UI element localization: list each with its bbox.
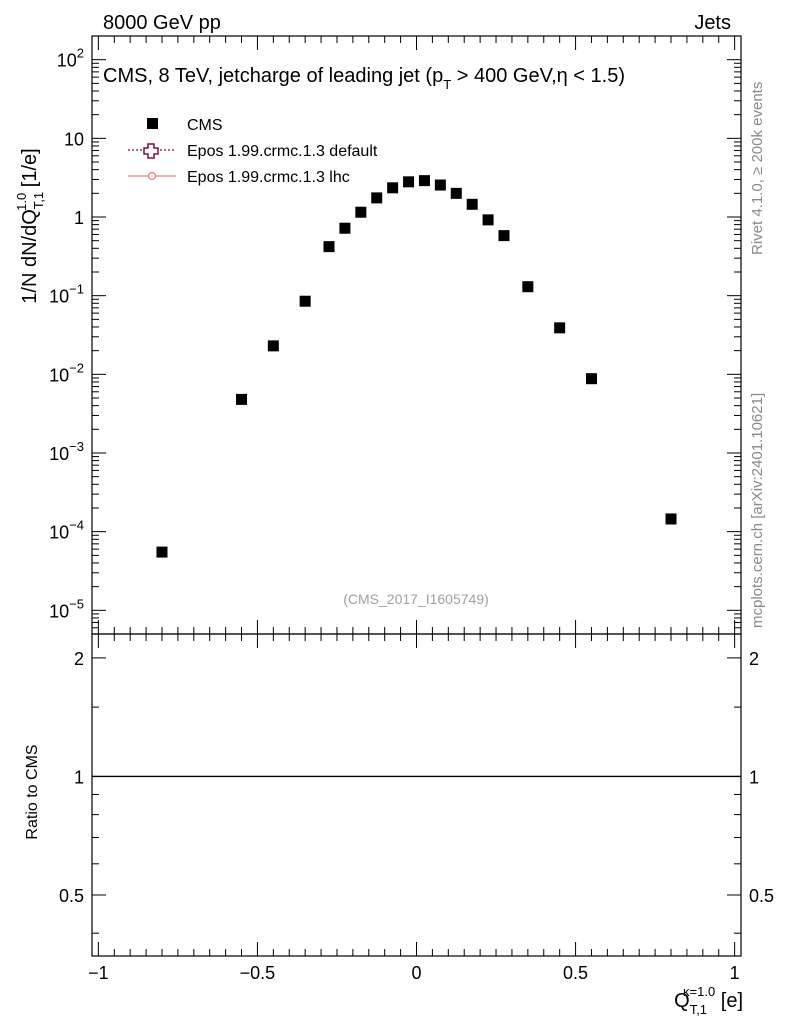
analysis-watermark: (CMS_2017_I1605749) [343,591,489,607]
y-tick-label: 1 [74,208,84,228]
cms-data-points [156,175,677,558]
ratio-tick-label-left: 1 [74,767,84,787]
ratio-tick-label-right: 1 [749,767,759,787]
legend-marker-epos-lhc [147,171,157,181]
side-label-mcplots: mcplots.cern.ch [arXiv:2401.10621] [749,393,766,628]
ratio-tick-label-left: 2 [74,649,84,669]
legend-label-cms: CMS [187,117,223,134]
ratio-tick-label-right: 2 [749,649,759,669]
cms-data-point [466,198,478,210]
cms-data-point [554,322,566,334]
cms-data-point [355,206,367,218]
x-tick-label: 0.5 [563,963,588,983]
y-tick-label: 10 [64,129,84,149]
cms-data-point [236,393,248,405]
header-right: Jets [694,12,731,34]
x-tick-label: 1 [730,963,740,983]
cms-data-point [434,179,446,191]
y-axis-label: 1/N dN/dQT,11.0 [1/e] [14,148,46,303]
cms-data-point [403,176,415,188]
cms-data-point [267,340,279,352]
cms-data-point [323,241,335,253]
cms-data-point [156,546,168,558]
header-left: 8000 GeV pp [103,12,221,34]
y-tick-label: 10−2 [49,360,84,385]
cms-data-point [371,192,383,204]
axis-tick-labels: −1 −0.5 0 0.5 1 102 10 1 10−1 10−2 10−3 10−4 10−5 0.5… [49,46,774,983]
cms-data-point [482,214,494,226]
cms-data-point [585,373,597,385]
side-label-rivet: Rivet 4.1.0, ≥ 200k events [749,82,766,255]
x-axis-label: QT,1κ=1.0 [e] [674,984,743,1017]
y-tick-label: 102 [57,46,84,71]
legend-label-epos-default: Epos 1.99.crmc.1.3 default [187,143,378,160]
cms-data-point [418,175,430,187]
y-tick-label: 10−1 [49,282,84,307]
axis-ticks [92,35,741,956]
x-tick-label: 0 [411,963,421,983]
ratio-tick-label-left: 0.5 [59,886,84,906]
legend-label-epos-lhc: Epos 1.99.crmc.1.3 lhc [187,169,350,186]
cms-data-point [498,230,510,242]
cms-data-point [339,222,351,234]
ratio-tick-label-right: 0.5 [749,886,774,906]
cms-data-point [387,182,399,194]
y-tick-label: 10−4 [49,518,84,543]
cms-data-point [522,281,534,293]
legend-marker-epos-default [143,143,159,159]
cms-data-point [299,295,311,307]
y-tick-label: 10−5 [49,596,84,621]
y-tick-label: 10−3 [49,439,84,464]
cms-data-point [665,513,677,525]
chart-title: CMS, 8 TeV, jetcharge of leading jet (pT… [103,65,625,92]
cms-data-point [450,187,462,199]
x-tick-label: −1 [88,963,109,983]
legend: CMS Epos 1.99.crmc.1.3 default Epos 1.99… [128,117,378,186]
legend-marker-cms [147,118,158,129]
ratio-plot-frame [91,633,742,957]
x-tick-label: −0.5 [240,963,276,983]
ratio-y-axis-label: Ratio to CMS [24,744,41,839]
